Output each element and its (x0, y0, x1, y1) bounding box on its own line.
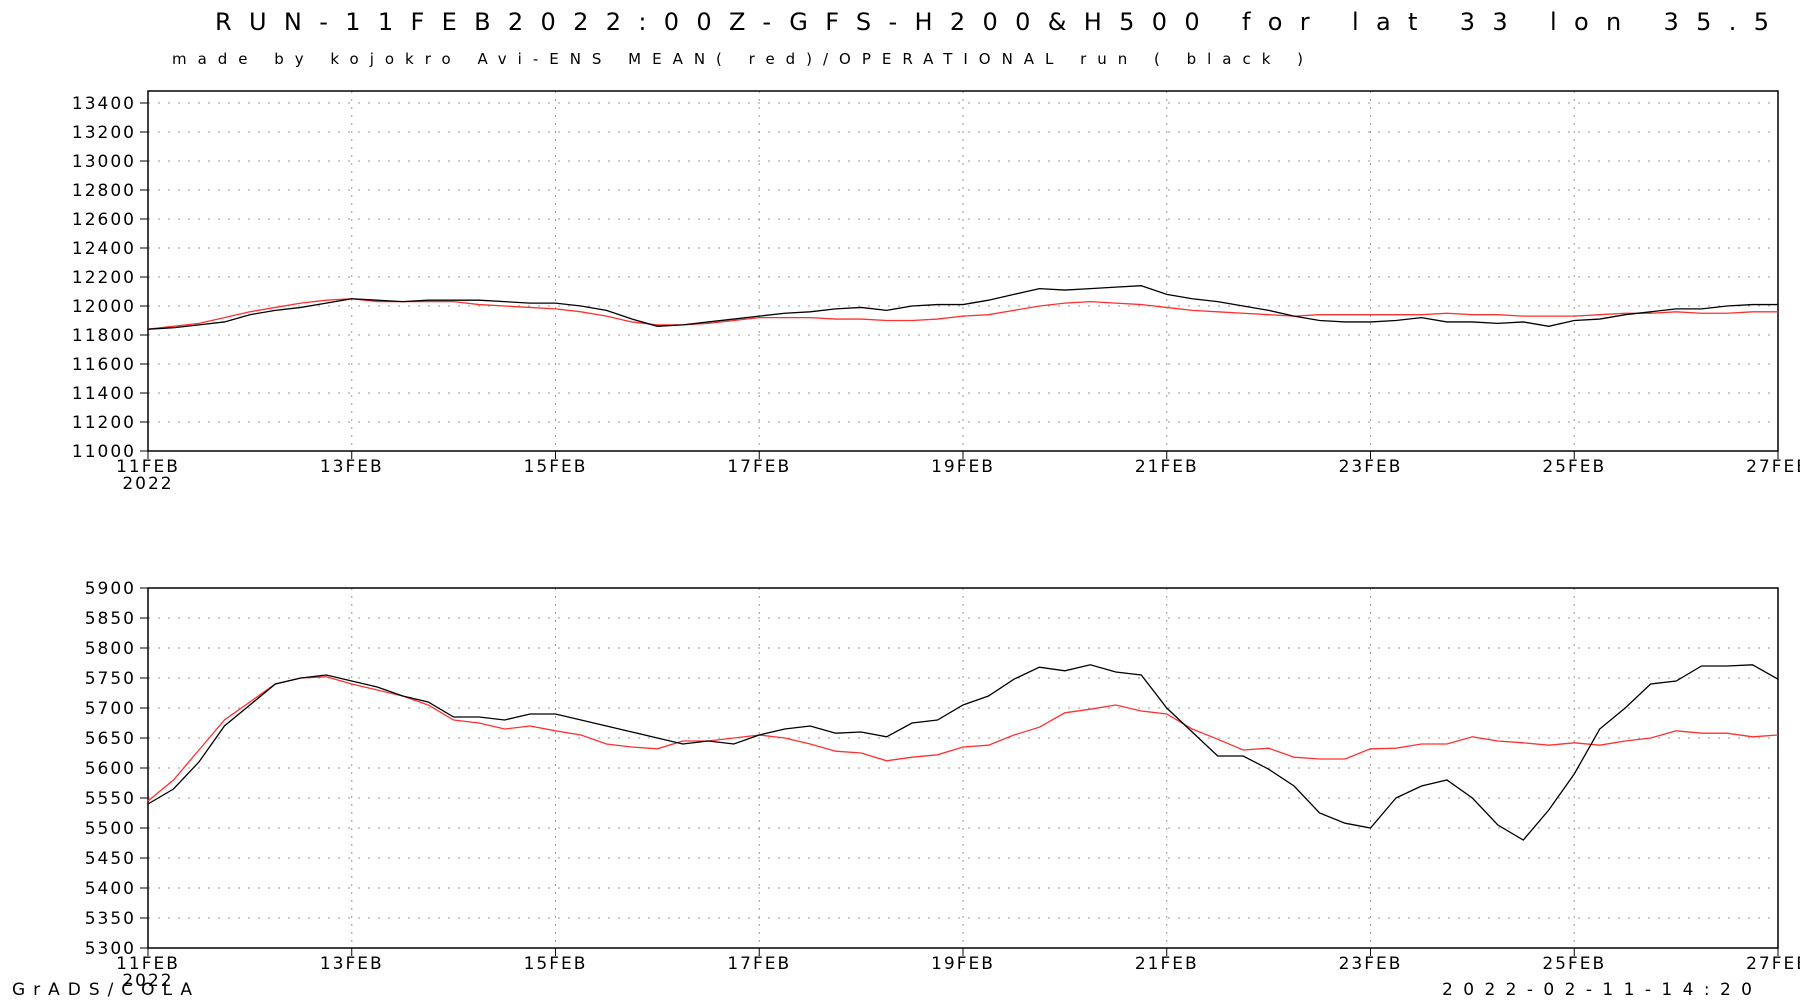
series-line (147, 298, 1778, 330)
x-tick-label: 13FEB (320, 954, 384, 974)
x-tick-label: 17FEB (727, 954, 791, 974)
x-tick-label: 25FEB (1542, 954, 1606, 974)
y-tick-label: 5300 (85, 939, 136, 959)
y-tick-label: 12200 (72, 268, 136, 288)
y-tick-label: 13000 (72, 152, 136, 172)
y-tick-label: 5550 (85, 789, 136, 809)
y-tick-label: 12800 (72, 181, 136, 201)
x-tick-label: 27FEB (1746, 954, 1800, 974)
y-tick-label: 5500 (85, 819, 136, 839)
plot-frame (147, 587, 1779, 949)
x-tick-label: 13FEB (320, 457, 384, 477)
y-tick-label: 11800 (72, 326, 136, 346)
y-tick-label: 5450 (85, 849, 136, 869)
x-tick-label: 21FEB (1135, 954, 1199, 974)
y-tick-label: 5650 (85, 729, 136, 749)
x-tick-label: 11FEB (116, 954, 180, 974)
chart-title: RUN-11FEB2022:00Z-GFS-H200&H500 for lat … (215, 8, 1775, 36)
y-tick-label: 5350 (85, 909, 136, 929)
y-tick-label: 12600 (72, 210, 136, 230)
y-tick-label: 5750 (85, 669, 136, 689)
y-tick-label: 11600 (72, 355, 136, 375)
y-tick-label: 11000 (72, 442, 136, 462)
x-tick-label: 23FEB (1339, 457, 1403, 477)
chart-subtitle: made by kojokro Avi-ENS MEAN( red)/OPERA… (172, 50, 1307, 68)
y-tick-label: 11400 (72, 384, 136, 404)
x-year-label: 2022 (122, 971, 173, 991)
x-tick-label: 19FEB (931, 457, 995, 477)
x-tick-label: 25FEB (1542, 457, 1606, 477)
x-tick-label: 11FEB (116, 457, 180, 477)
y-tick-label: 5900 (85, 579, 136, 599)
x-tick-label: 19FEB (931, 954, 995, 974)
y-tick-label: 12400 (72, 239, 136, 259)
y-tick-label: 5600 (85, 759, 136, 779)
x-tick-label: 17FEB (727, 457, 791, 477)
y-tick-label: 13200 (72, 123, 136, 143)
x-tick-label: 15FEB (524, 954, 588, 974)
x-tick-label: 27FEB (1746, 457, 1800, 477)
y-tick-label: 13400 (72, 94, 136, 114)
footer-right: 2022-02-11-14:20 (1442, 980, 1754, 1000)
x-tick-label: 21FEB (1135, 457, 1199, 477)
y-tick-label: 5400 (85, 879, 136, 899)
series-line (147, 676, 1779, 802)
series-line (147, 664, 1779, 841)
x-year-label: 2022 (122, 474, 173, 494)
y-tick-label: 5700 (85, 699, 136, 719)
y-tick-label: 5850 (85, 609, 136, 629)
y-tick-label: 11200 (72, 413, 136, 433)
plot-frame (147, 90, 1779, 452)
y-tick-label: 5800 (85, 639, 136, 659)
series-line (147, 285, 1778, 330)
x-tick-label: 23FEB (1339, 954, 1403, 974)
x-tick-label: 15FEB (524, 457, 588, 477)
y-tick-label: 12000 (72, 297, 136, 317)
